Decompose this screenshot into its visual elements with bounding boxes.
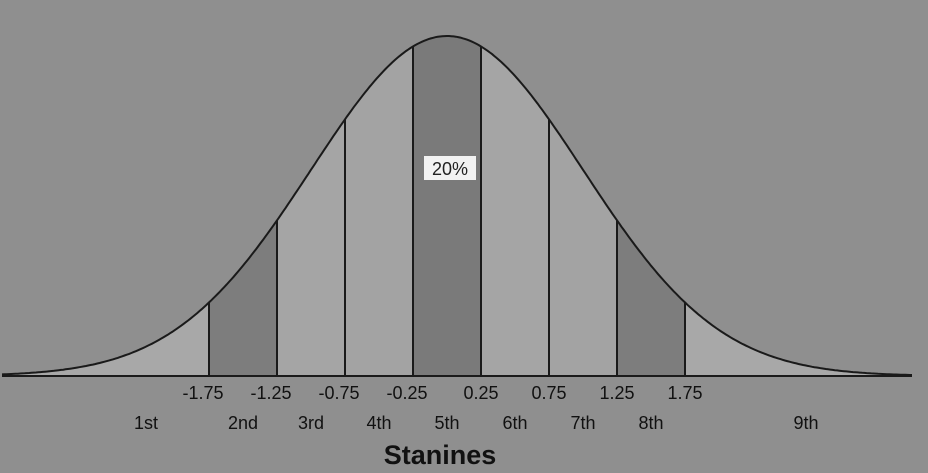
stanine-band-9: [685, 302, 912, 376]
percent-label: 20%: [432, 159, 468, 179]
stanine-label-8: 8th: [638, 413, 663, 433]
boundary-label-2: -1.25: [250, 383, 291, 403]
stanine-label-4: 4th: [366, 413, 391, 433]
boundary-label-5: 0.25: [463, 383, 498, 403]
stanine-label-3: 3rd: [298, 413, 324, 433]
curve-bands: [2, 36, 912, 377]
boundary-tick-labels: -1.75 -1.25 -0.75 -0.25 0.25 0.75 1.25 1.75: [182, 383, 702, 403]
stanine-band-5: [413, 36, 481, 376]
boundary-label-7: 1.25: [599, 383, 634, 403]
boundary-label-6: 0.75: [531, 383, 566, 403]
stanine-label-1: 1st: [134, 413, 158, 433]
stanine-labels: 1st 2nd 3rd 4th 5th 6th 7th 8th 9th: [134, 413, 819, 433]
stanine-band-4: [345, 46, 413, 376]
stanine-band-6: [481, 46, 549, 376]
boundary-label-8: 1.75: [667, 383, 702, 403]
stanine-label-6: 6th: [502, 413, 527, 433]
stanine-label-5: 5th: [434, 413, 459, 433]
x-axis-title: Stanines: [384, 440, 497, 470]
stanine-label-9: 9th: [793, 413, 818, 433]
percent-annotation: 20%: [424, 156, 476, 180]
boundary-label-1: -1.75: [182, 383, 223, 403]
stanine-band-8: [617, 220, 685, 376]
stanine-dividers: [208, 46, 686, 376]
stanine-band-7: [549, 119, 617, 377]
stanine-label-2: 2nd: [228, 413, 258, 433]
percent-label-box: [424, 156, 476, 180]
stanine-band-2: [209, 220, 277, 376]
stanine-label-7: 7th: [570, 413, 595, 433]
boundary-label-3: -0.75: [318, 383, 359, 403]
stanine-band-1: [2, 302, 209, 376]
stanine-band-3: [277, 119, 345, 377]
bell-curve-outline: [1, 35, 912, 376]
boundary-label-4: -0.25: [386, 383, 427, 403]
